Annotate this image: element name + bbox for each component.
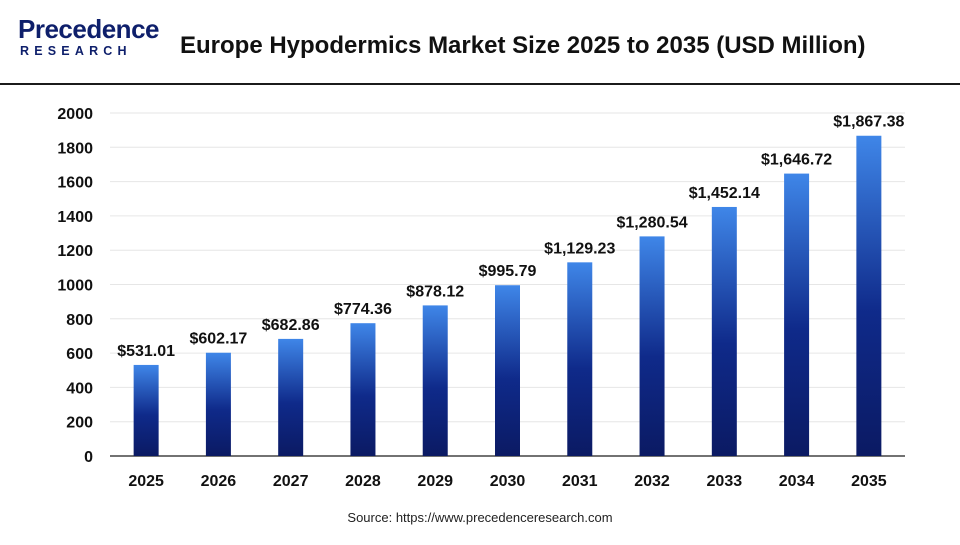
- plot-area: 0 200 400 600 800 1000 1200 1400 1600 1800 2000 202…: [0, 85, 960, 540]
- bar: [205, 352, 231, 456]
- y-tick-label: 600: [66, 346, 93, 363]
- y-tick-label: 400: [66, 380, 93, 397]
- bar: [567, 262, 593, 456]
- data-label: $531.01: [117, 343, 175, 360]
- logo: Precedence RESEARCH: [18, 14, 168, 64]
- header: Precedence RESEARCH Europe Hypodermics M…: [0, 0, 960, 84]
- source-note: Source: https://www.precedenceresearch.c…: [347, 510, 613, 525]
- x-tick-label: 2034: [779, 473, 815, 490]
- logo-subtitle: RESEARCH: [20, 44, 132, 58]
- y-tick-label: 200: [66, 415, 93, 432]
- bar: [495, 285, 520, 456]
- bar-chart: 0 200 400 600 800 1000 1200 1400 1600 1800 2000 202…: [57, 106, 905, 490]
- bar: [856, 135, 882, 456]
- bar: [711, 206, 737, 456]
- bar: [133, 364, 159, 456]
- y-tick-label: 1800: [57, 140, 93, 157]
- x-tick-label: 2028: [345, 473, 381, 490]
- x-tick-label: 2027: [273, 473, 309, 490]
- y-tick-label: 1200: [57, 243, 93, 260]
- logo-wordmark: Precedence: [18, 14, 159, 44]
- bars: [133, 135, 882, 456]
- bar: [278, 338, 304, 456]
- y-tick-label: 1600: [57, 175, 93, 192]
- y-tick-label: 800: [66, 312, 93, 329]
- data-label: $602.17: [189, 331, 247, 348]
- y-tick-label: 2000: [57, 106, 93, 123]
- bar: [422, 305, 448, 456]
- chart-title: Europe Hypodermics Market Size 2025 to 2…: [180, 32, 866, 59]
- data-label: $995.79: [479, 263, 537, 280]
- x-tick-label: 2031: [562, 473, 598, 490]
- x-tick-label: 2033: [707, 473, 743, 490]
- header-divider: [0, 83, 960, 85]
- data-label: $774.36: [334, 301, 392, 318]
- y-tick-label: 1000: [57, 278, 93, 295]
- axes: 0 200 400 600 800 1000 1200 1400 1600 1800 2000 202…: [57, 106, 905, 490]
- y-tick-label: 1400: [57, 209, 93, 226]
- data-labels: $531.01 $602.17 $682.86 $774.36 $878.12 $995.…: [117, 114, 904, 360]
- x-tick-label: 2030: [490, 473, 526, 490]
- bar: [639, 236, 665, 456]
- bar: [784, 173, 810, 456]
- data-label: $1,646.72: [761, 152, 832, 169]
- x-tick-label: 2025: [128, 473, 164, 490]
- y-tick-label: 0: [84, 449, 93, 466]
- data-label: $1,452.14: [689, 185, 760, 202]
- x-tick-label: 2035: [851, 473, 887, 490]
- data-label: $878.12: [406, 283, 464, 300]
- x-tick-label: 2026: [201, 473, 237, 490]
- data-label: $682.86: [262, 317, 320, 334]
- bar: [350, 323, 376, 456]
- x-tick-label: 2032: [634, 473, 670, 490]
- x-tick-label: 2029: [417, 473, 453, 490]
- data-label: $1,867.38: [833, 114, 904, 131]
- data-label: $1,129.23: [544, 240, 615, 257]
- data-label: $1,280.54: [616, 214, 687, 231]
